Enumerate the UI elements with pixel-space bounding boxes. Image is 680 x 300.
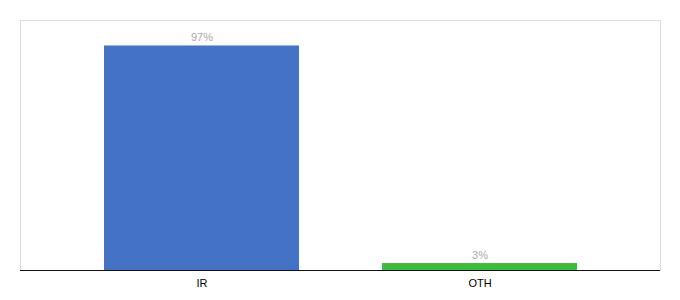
svg-text:3%: 3% [472, 249, 488, 261]
svg-text:IR: IR [197, 277, 208, 289]
svg-text:97%: 97% [191, 31, 213, 43]
svg-text:OTH: OTH [468, 277, 491, 289]
